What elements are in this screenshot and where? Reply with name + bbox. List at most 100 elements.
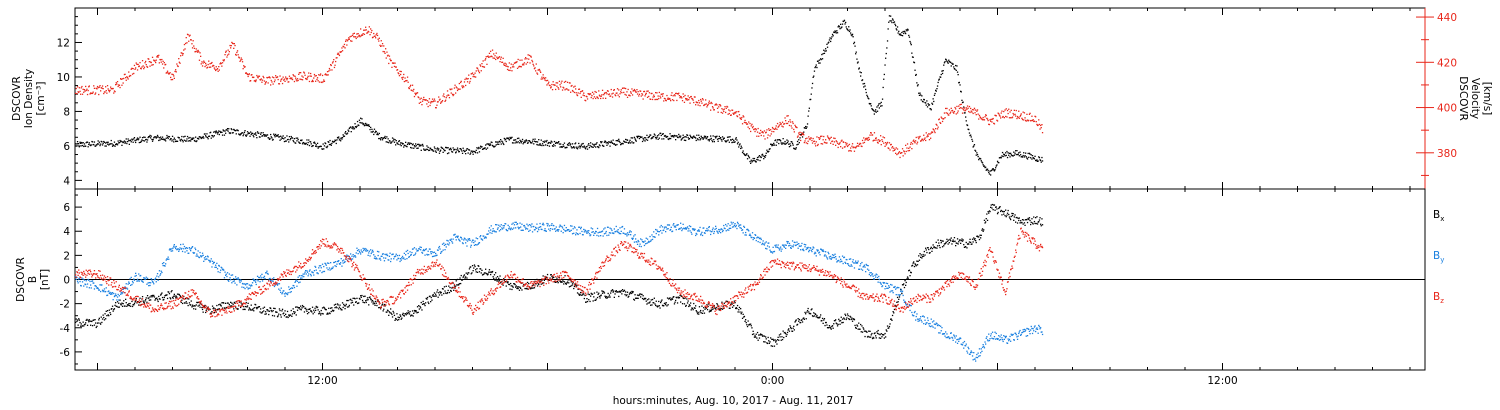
data-point	[223, 307, 226, 309]
data-point	[500, 56, 502, 58]
data-point	[914, 142, 916, 144]
data-point	[333, 66, 336, 69]
data-point	[658, 134, 660, 136]
data-point	[885, 144, 887, 146]
data-point	[703, 312, 706, 314]
data-point	[1002, 211, 1004, 213]
data-point	[885, 329, 887, 331]
data-point	[372, 303, 374, 305]
data-point	[361, 294, 363, 297]
data-point	[136, 69, 139, 71]
data-point	[281, 136, 283, 138]
data-point	[888, 327, 890, 329]
data-point	[251, 309, 254, 311]
data-point	[389, 58, 391, 60]
data-point	[981, 229, 983, 231]
data-point	[374, 131, 376, 134]
data-point	[866, 137, 869, 139]
data-point	[523, 64, 525, 66]
data-point	[143, 140, 146, 142]
data-point	[394, 62, 396, 64]
data-point	[261, 312, 263, 314]
data-point	[422, 300, 424, 303]
data-point	[418, 305, 420, 307]
data-point	[328, 70, 330, 72]
data-point	[471, 265, 474, 267]
data-point	[140, 304, 142, 306]
data-point	[495, 141, 497, 143]
data-point	[951, 62, 953, 64]
data-point	[406, 76, 409, 78]
data-point	[1020, 222, 1022, 224]
data-point	[688, 138, 690, 140]
data-point	[720, 111, 722, 114]
data-point	[375, 300, 377, 303]
data-point	[247, 75, 249, 78]
data-point	[346, 306, 349, 308]
data-point	[174, 295, 176, 297]
data-point	[546, 84, 548, 86]
data-point	[847, 144, 849, 146]
data-point	[646, 90, 648, 92]
data-point	[789, 325, 791, 327]
data-point	[517, 141, 519, 143]
data-point	[564, 89, 566, 91]
data-point	[377, 38, 379, 40]
data-point	[395, 317, 397, 320]
data-point	[548, 279, 551, 281]
data-point	[938, 79, 940, 81]
data-point	[99, 284, 101, 286]
data-point	[263, 310, 265, 312]
data-point	[625, 138, 627, 141]
data-point	[353, 36, 355, 38]
data-point	[901, 148, 904, 150]
data-point	[1026, 113, 1028, 115]
data-point	[461, 87, 464, 89]
data-point	[765, 338, 767, 340]
data-point	[953, 68, 955, 70]
data-point	[136, 280, 138, 282]
data-point	[638, 294, 640, 297]
data-point	[314, 75, 316, 77]
data-point	[205, 311, 207, 314]
data-point	[918, 255, 920, 257]
data-point	[698, 134, 700, 136]
data-point	[457, 149, 459, 151]
data-point	[487, 55, 489, 57]
data-point	[469, 153, 471, 155]
data-point	[841, 23, 844, 25]
data-point	[696, 311, 698, 313]
data-point	[455, 280, 457, 282]
data-point	[268, 313, 270, 316]
data-point	[707, 103, 709, 106]
data-point	[423, 99, 425, 101]
data-point	[898, 296, 901, 298]
data-point	[950, 65, 952, 67]
data-point	[775, 144, 777, 146]
data-point	[923, 99, 925, 101]
data-point	[561, 80, 563, 82]
data-point	[605, 91, 607, 94]
data-point	[505, 285, 507, 287]
data-point	[280, 78, 282, 81]
data-point	[524, 287, 526, 290]
data-point	[210, 62, 212, 64]
data-point	[296, 309, 299, 311]
data-point	[463, 275, 465, 277]
data-point	[553, 140, 556, 143]
data-point	[740, 147, 742, 150]
data-point	[731, 138, 734, 140]
data-point	[350, 298, 352, 300]
data-point	[915, 140, 917, 142]
data-point	[105, 145, 107, 147]
data-point	[460, 274, 462, 277]
data-point	[563, 87, 565, 89]
data-point	[161, 138, 163, 140]
data-point	[458, 150, 460, 153]
data-point	[960, 91, 962, 93]
data-point	[213, 65, 215, 67]
data-point	[996, 213, 999, 215]
data-point	[788, 328, 790, 330]
data-point	[472, 75, 474, 78]
data-point	[141, 60, 144, 62]
